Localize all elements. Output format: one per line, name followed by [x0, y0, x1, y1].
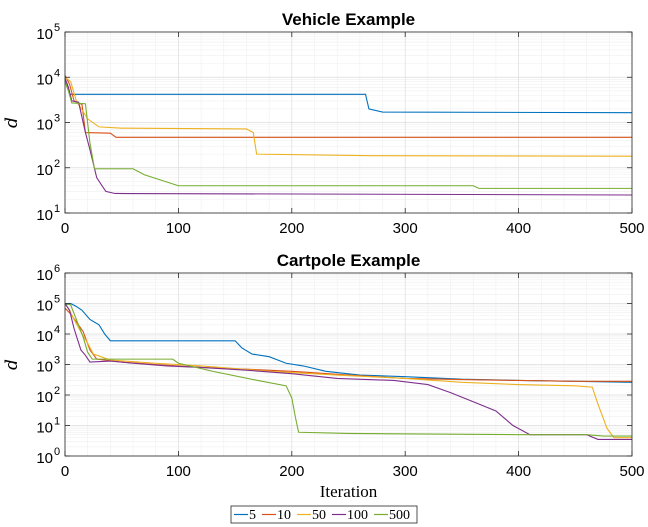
y-tick-exponent: 1	[54, 416, 60, 428]
x-tick-label: 400	[506, 220, 531, 237]
legend-label-10: 10	[277, 508, 291, 523]
plot-title: Cartpole Example	[277, 251, 421, 270]
y-tick-exponent: 1	[54, 203, 60, 215]
series-line-100	[64, 303, 632, 440]
legend-label-500: 500	[389, 508, 410, 523]
x-tick-label: 300	[393, 220, 418, 237]
x-tick-label: 100	[166, 220, 191, 237]
y-tick-label: 10	[36, 26, 53, 43]
y-tick-exponent: 5	[54, 294, 60, 306]
series-line-50	[64, 76, 633, 157]
y-axis-label: d	[2, 359, 22, 370]
y-tick-label: 10	[36, 298, 53, 315]
series-line-100	[64, 78, 633, 196]
y-tick-label: 10	[36, 389, 53, 406]
y-tick-label: 10	[36, 117, 53, 134]
x-tick-label: 500	[619, 463, 644, 480]
legend-label-50: 50	[312, 508, 326, 523]
x-tick-label: 0	[61, 463, 69, 480]
x-tick-label: 100	[166, 463, 191, 480]
y-tick-label: 10	[36, 71, 53, 88]
y-tick-exponent: 5	[54, 22, 60, 34]
legend-box	[230, 505, 418, 524]
series-line-10	[64, 75, 632, 138]
y-tick-exponent: 4	[54, 67, 60, 79]
series-line-500	[64, 302, 632, 437]
y-tick-exponent: 2	[54, 385, 60, 397]
y-tick-label: 10	[36, 420, 53, 437]
x-tick-label: 200	[279, 220, 304, 237]
y-tick-label: 10	[36, 162, 53, 179]
legend-label-5: 5	[249, 508, 256, 523]
x-tick-label: 0	[61, 220, 69, 237]
x-tick-label: 500	[619, 220, 644, 237]
x-tick-label: 300	[393, 463, 418, 480]
x-tick-label: 200	[279, 463, 304, 480]
x-axis-label: Iteration	[320, 482, 378, 501]
y-tick-exponent: 0	[54, 446, 60, 458]
y-tick-exponent: 3	[54, 355, 60, 367]
y-tick-exponent: 2	[54, 158, 60, 170]
x-tick-label: 400	[506, 463, 531, 480]
y-tick-label: 10	[36, 328, 53, 345]
y-tick-label: 10	[36, 207, 53, 224]
legend: 5 10 50 100 500	[230, 505, 418, 524]
y-tick-label: 10	[36, 450, 53, 467]
y-tick-exponent: 6	[54, 263, 60, 275]
plot-title: Vehicle Example	[282, 10, 415, 29]
y-tick-label: 10	[36, 359, 53, 376]
series-line-500	[64, 81, 632, 189]
series-line-5	[64, 302, 633, 383]
legend-label-100: 100	[347, 508, 368, 523]
y-tick-exponent: 3	[54, 113, 60, 125]
y-tick-exponent: 4	[54, 324, 60, 336]
y-axis-label: d	[2, 117, 22, 128]
y-tick-label: 10	[36, 267, 53, 284]
